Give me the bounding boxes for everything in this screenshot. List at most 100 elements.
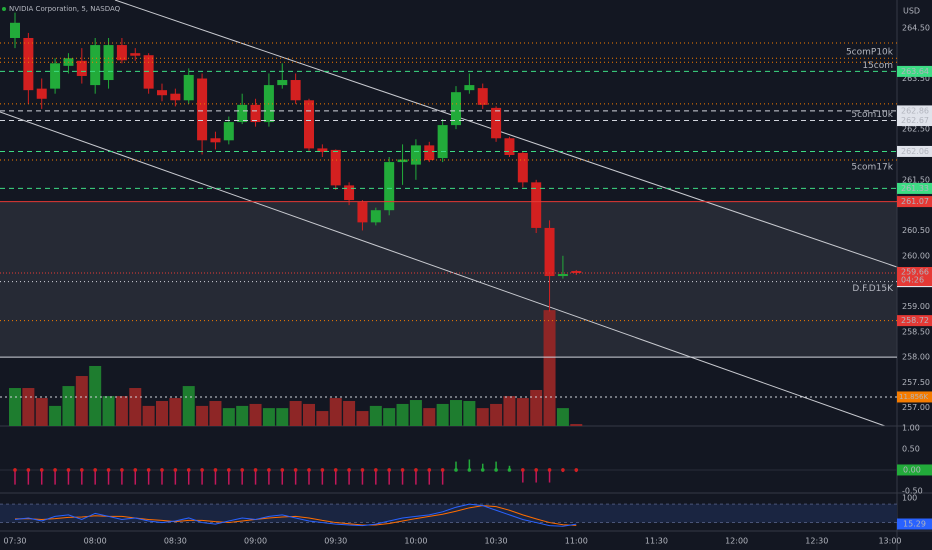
volume-bar bbox=[196, 405, 209, 426]
volume-bar bbox=[516, 398, 529, 426]
indicator-dot bbox=[26, 468, 31, 472]
x-tick-label: 11:00 bbox=[565, 537, 588, 546]
level-name: 5com10k bbox=[851, 110, 893, 120]
candle-body bbox=[317, 148, 328, 152]
volume-bar bbox=[115, 396, 128, 426]
indicator-dot bbox=[240, 468, 244, 472]
volume-bar bbox=[490, 403, 503, 426]
candle-body bbox=[23, 37, 34, 91]
current-price-box bbox=[897, 267, 932, 287]
volume-bar bbox=[316, 411, 329, 426]
level-name: 5com17k bbox=[851, 163, 893, 173]
candle-body bbox=[237, 104, 248, 123]
candle-body bbox=[10, 22, 20, 38]
candle-body bbox=[143, 55, 154, 89]
y-tick-label: 259.00 bbox=[902, 302, 930, 311]
indicator-dot bbox=[293, 468, 298, 472]
candle-body bbox=[344, 185, 355, 201]
candle-body bbox=[384, 162, 395, 211]
level-box bbox=[897, 105, 932, 117]
candle-body bbox=[197, 78, 208, 141]
volume-ma-box bbox=[897, 391, 932, 403]
indicator-tick-label: -0.50 bbox=[902, 486, 923, 495]
volume-bar bbox=[503, 396, 516, 426]
volume-bar bbox=[369, 405, 382, 426]
level-box bbox=[897, 182, 932, 194]
level-label: 258.72 bbox=[901, 316, 929, 325]
candle-body bbox=[76, 60, 87, 76]
candle-body bbox=[50, 63, 61, 89]
indicator-dot bbox=[387, 468, 391, 472]
indicator-dot bbox=[227, 468, 231, 472]
volume-bar bbox=[476, 408, 489, 426]
volume-bar bbox=[450, 400, 462, 426]
volume-bar bbox=[289, 401, 302, 426]
volume-bar bbox=[249, 403, 262, 426]
indicator-dot bbox=[13, 468, 17, 472]
countdown-label: 04:26 bbox=[901, 276, 924, 285]
candle-body bbox=[250, 104, 261, 123]
price-zone bbox=[0, 201, 897, 358]
y-tick-label: 263.50 bbox=[902, 74, 930, 83]
volume-bar bbox=[543, 310, 556, 426]
indicator-dot bbox=[80, 468, 84, 472]
volume-bar bbox=[409, 400, 422, 426]
indicator-dot bbox=[39, 468, 44, 472]
volume-bar bbox=[530, 389, 543, 426]
x-tick-label: 09:00 bbox=[244, 537, 267, 546]
x-tick-label: 12:00 bbox=[725, 537, 748, 546]
indicator-dot bbox=[427, 468, 432, 472]
indicator-dot bbox=[120, 468, 124, 472]
volume-bar bbox=[556, 408, 569, 426]
x-tick-label: 13:00 bbox=[878, 537, 901, 546]
indicator-dot bbox=[414, 468, 418, 472]
candle-body bbox=[304, 100, 314, 149]
indicator-dot bbox=[494, 468, 498, 472]
volume-bar bbox=[463, 401, 476, 426]
candle-body bbox=[210, 138, 221, 143]
current-price-label: 259.66 bbox=[901, 268, 929, 277]
candle-body bbox=[170, 93, 181, 101]
candle-body bbox=[370, 210, 381, 223]
indicator-current-box bbox=[897, 464, 932, 476]
candle-body bbox=[437, 125, 448, 159]
x-tick-label: 09:30 bbox=[324, 537, 347, 546]
level-label: 262.67 bbox=[901, 116, 929, 125]
trend-line bbox=[114, 0, 932, 280]
indicator-dot bbox=[106, 468, 111, 472]
indicator-dot bbox=[534, 468, 538, 472]
currency: USD bbox=[903, 7, 920, 16]
indicator-dot bbox=[280, 468, 285, 472]
stoch-current-box bbox=[897, 518, 932, 530]
indicator-dot bbox=[360, 468, 365, 472]
indicator-dot bbox=[186, 468, 191, 472]
indicator-dot bbox=[160, 468, 164, 472]
indicator-dot bbox=[146, 468, 151, 472]
status-dot bbox=[2, 7, 6, 11]
indicator-dot bbox=[440, 468, 445, 472]
volume-bar bbox=[396, 403, 409, 426]
volume-bar bbox=[102, 396, 115, 426]
stoch-tick-label: 100 bbox=[902, 494, 917, 503]
indicator-dot bbox=[454, 468, 458, 472]
level-label: 262.06 bbox=[901, 147, 929, 156]
stoch-k-line bbox=[14, 503, 577, 527]
volume-bar bbox=[423, 408, 436, 426]
candle-body bbox=[223, 122, 234, 141]
candle-body bbox=[571, 270, 582, 274]
volume-bar bbox=[9, 388, 21, 426]
level-box bbox=[897, 196, 932, 208]
indicator-dot bbox=[561, 468, 565, 472]
indicator-dot bbox=[253, 468, 258, 472]
indicator-dot bbox=[320, 468, 325, 472]
indicator-dot bbox=[307, 468, 311, 472]
y-tick-label: 261.50 bbox=[902, 175, 930, 184]
candle-body bbox=[544, 227, 555, 277]
indicator-dot bbox=[93, 468, 97, 472]
x-tick-label: 08:30 bbox=[164, 537, 187, 546]
indicator-dot bbox=[200, 468, 204, 472]
volume-bar bbox=[156, 401, 168, 426]
indicator-dot bbox=[53, 468, 57, 472]
volume-bar bbox=[329, 398, 342, 426]
volume-bar bbox=[169, 398, 182, 426]
